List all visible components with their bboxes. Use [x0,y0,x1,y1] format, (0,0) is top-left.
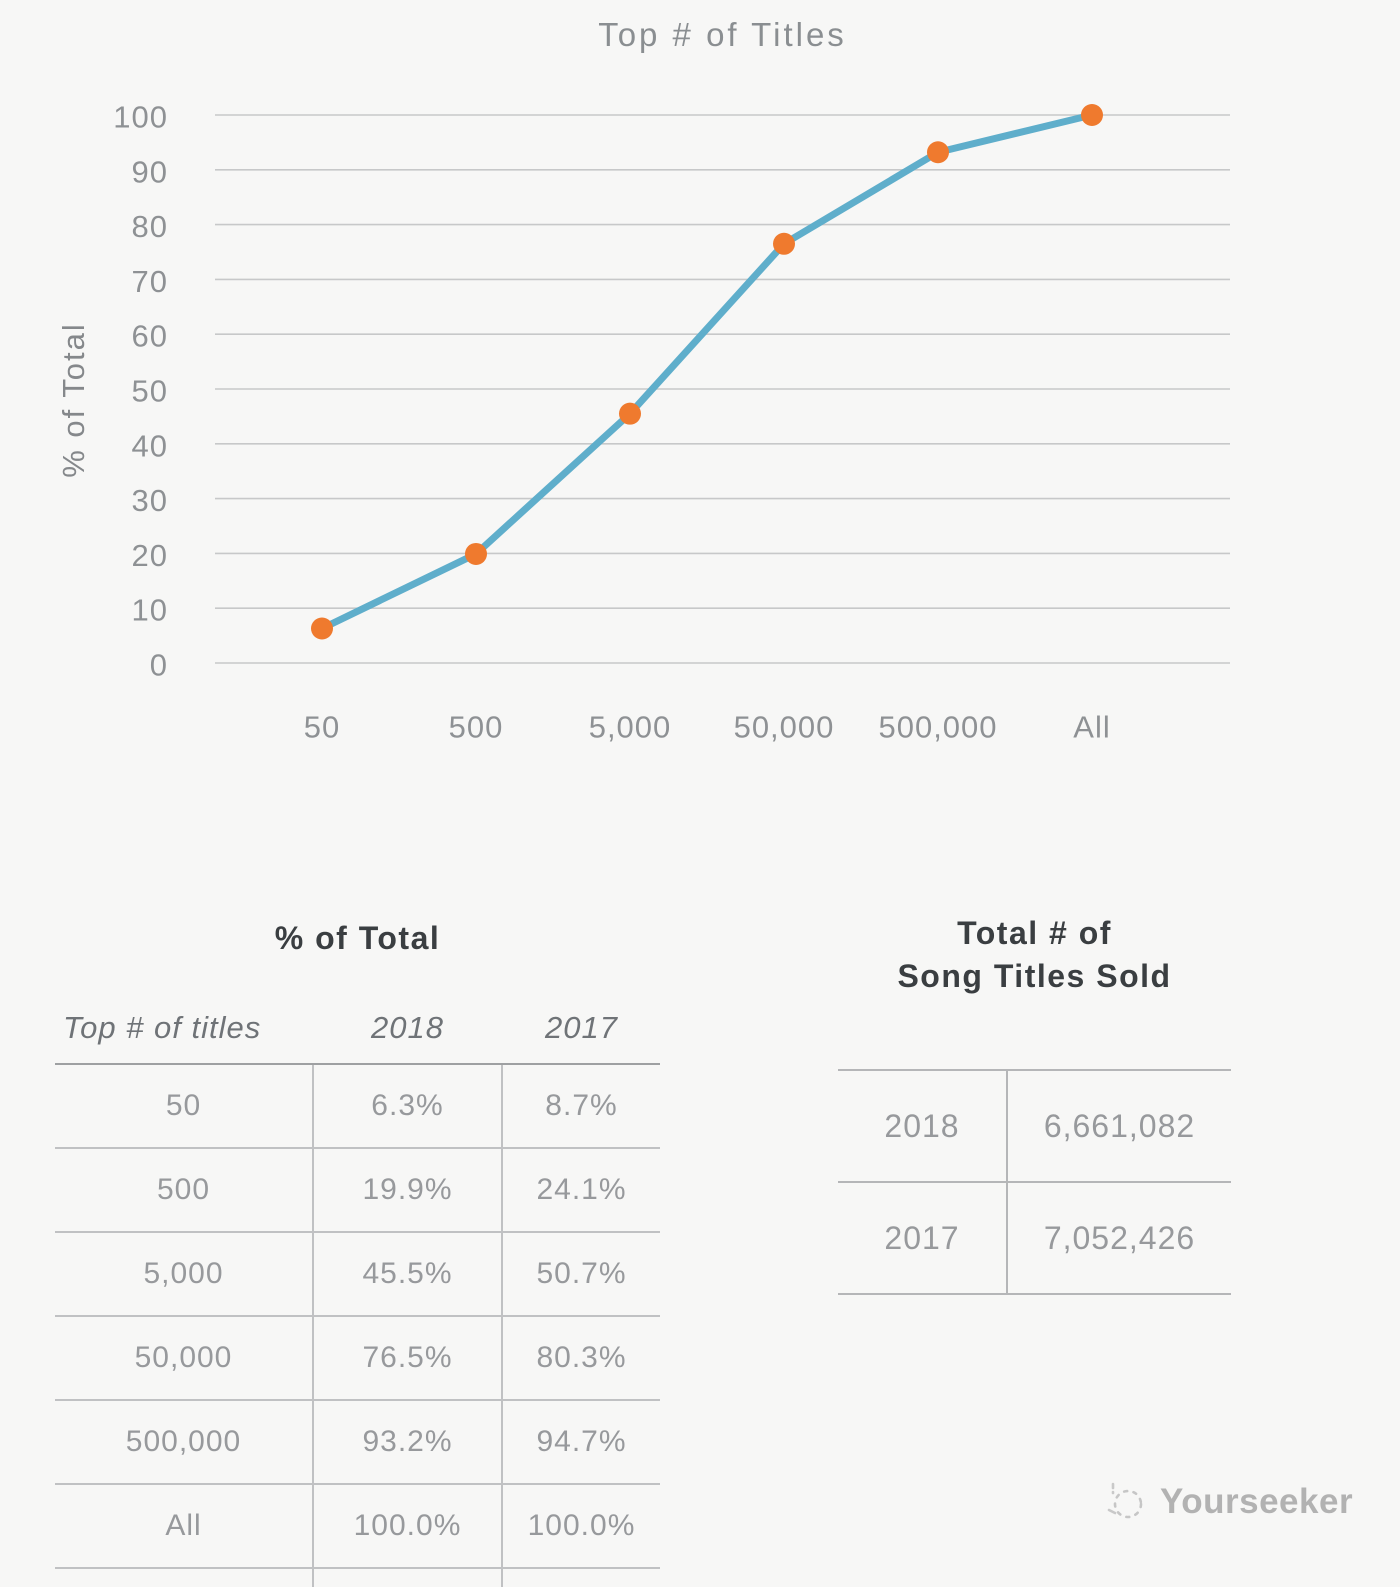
y-tick-label: 30 [132,483,168,518]
x-tick-label: All [1073,710,1110,745]
data-point-marker [619,402,641,425]
cell: 500,000 [125,1425,242,1458]
table-row: 500,000 93.2% 94.7% [55,1401,660,1485]
totals-title-line2: Song Titles Sold [897,958,1172,994]
x-tick-label: 500,000 [878,710,997,745]
data-point-marker [773,232,795,255]
cell: 50,000 [134,1341,233,1374]
pct-table: 50 6.3% 8.7% 500 19.9% 24.1% 5,000 45.5% 50.7% 50… [55,1063,660,1587]
cell: 6,661,082 [1043,1107,1196,1144]
y-tick-label: 80 [132,209,168,244]
y-tick-label: 60 [132,319,168,354]
table-row: 2018 6,661,082 [838,1071,1231,1183]
cell: 94.7% [536,1425,627,1458]
table-row: 50,000 76.5% 80.3% [55,1317,660,1401]
y-tick-label: 70 [132,264,168,299]
data-point-marker [927,141,949,164]
cell: 6.3% [312,1065,503,1147]
cell: All [165,1509,202,1542]
cell: 24.1% [536,1173,627,1206]
cell: 45.5% [312,1233,503,1315]
table-row: 5,000 45.5% 50.7% [55,1233,660,1317]
cell: 5,000 [143,1257,224,1290]
data-point-marker [311,617,333,640]
yourseeker-logo-icon [1107,1482,1143,1519]
y-tick-label: 50 [132,374,168,409]
data-point-marker [465,542,487,565]
x-tick-label: 5,000 [589,710,672,745]
totals-title-line1: Total # of [957,915,1112,951]
x-tick-label: 50,000 [734,710,835,745]
pct-table-tail [55,1569,660,1587]
y-tick-label: 90 [132,154,168,189]
y-tick-label: 100 [113,100,168,135]
table-row: 50 6.3% 8.7% [55,1065,660,1149]
cell: 2017 [838,1183,1008,1293]
cell: 8.7% [545,1089,618,1122]
x-tick-label: 500 [449,710,504,745]
pct-table-header-row: Top # of titles 2018 2017 [55,1010,660,1046]
cell: 50 [165,1089,202,1122]
table-row: 2017 7,052,426 [838,1183,1231,1295]
chart-title: Top # of Titles [598,16,847,53]
totals-table-title: Total # of Song Titles Sold [838,912,1231,998]
pct-header-2018: 2018 [371,1010,444,1045]
pct-table-title: % of Total [274,920,441,956]
line-chart-canvas: 0 10 20 30 40 50 60 70 80 90 100 50 500 5,000 50,000 50… [113,100,1230,745]
cell: 93.2% [312,1401,503,1483]
data-point-marker [1081,104,1103,126]
data-line-2018 [318,111,1096,632]
cell: 80.3% [536,1341,627,1374]
cell: 7,052,426 [1043,1219,1196,1256]
y-tick-label: 0 [150,648,168,683]
cell: 50.7% [536,1257,627,1290]
cell: 2018 [838,1071,1008,1181]
y-tick-label: 40 [132,428,168,463]
pct-header-2017: 2017 [545,1010,618,1045]
table-row: 500 19.9% 24.1% [55,1149,660,1233]
cell: 19.9% [312,1149,503,1231]
cell: 76.5% [312,1317,503,1399]
pct-header-titles: Top # of titles [63,1010,262,1045]
cell: 100.0% [312,1485,503,1567]
cell: 100.0% [527,1509,636,1542]
watermark: Yourseeker [1102,1478,1353,1526]
totals-table: 2018 6,661,082 2017 7,052,426 [838,1069,1231,1295]
y-tick-label: 20 [132,538,168,573]
cell: 500 [156,1173,211,1206]
watermark-label: Yourseeker [1160,1482,1354,1521]
y-tick-label: 10 [132,593,168,628]
x-tick-label: 50 [304,710,340,745]
table-row: All 100.0% 100.0% [55,1485,660,1569]
